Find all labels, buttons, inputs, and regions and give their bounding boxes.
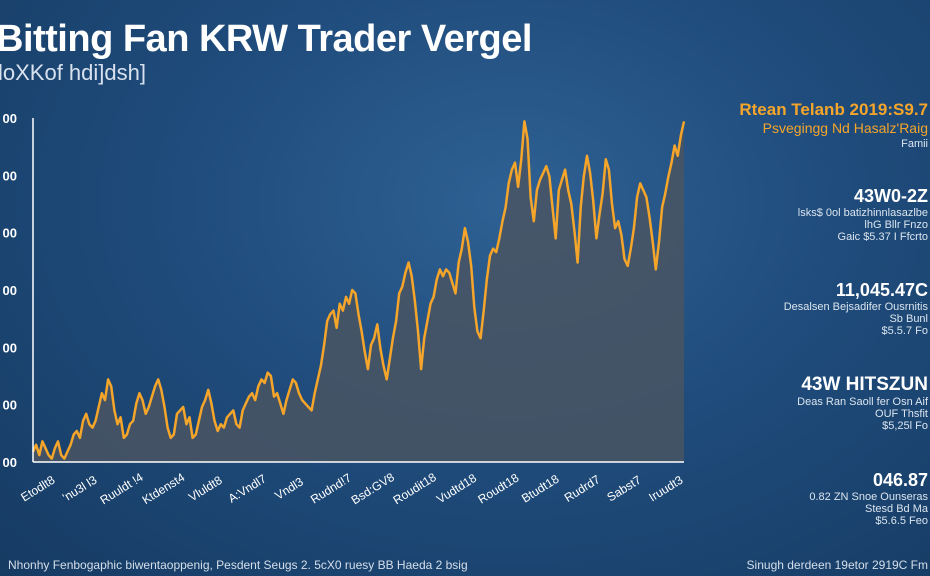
side-line: $5.5.7 Fo bbox=[881, 325, 928, 337]
x-tick-label: Btudt18 bbox=[519, 472, 562, 506]
x-tick-label: Iruudt3 bbox=[646, 473, 685, 505]
price-line bbox=[31, 120, 686, 460]
y-tick-label: 00 bbox=[3, 455, 17, 470]
x-tick-label: Etodlt8 bbox=[18, 473, 57, 505]
side-line: lsks$ 0ol batizhinnlasazlbe bbox=[797, 207, 928, 219]
side-line: 0.82 ZN Snoe Ounseras bbox=[809, 491, 928, 503]
x-tick-label: Rudnd!7 bbox=[308, 470, 354, 506]
side-line: $5.6.5 Feo bbox=[875, 515, 928, 527]
side-line: Stesd Bd Ma bbox=[865, 503, 928, 515]
x-tick-label: Vndl3 bbox=[272, 474, 306, 502]
x-tick-label: 'nu3l l3 bbox=[60, 473, 100, 505]
side-note: Famii bbox=[901, 138, 928, 150]
side-value: 43W HITSZUN bbox=[801, 374, 928, 395]
x-tick-label: Vudtd18 bbox=[434, 471, 479, 507]
footer-caption: Nhonhy Fenbogaphic biwentaoppenig, Pesde… bbox=[8, 558, 468, 572]
side-line: $5,25l Fo bbox=[882, 420, 928, 432]
side-line: Gaic $5.37 I Ffcrto bbox=[837, 231, 928, 243]
side-line: OUF Thsfit bbox=[875, 408, 928, 420]
side-value: 43W0-2Z bbox=[853, 186, 928, 206]
x-tick-label: Bsd:GV8 bbox=[349, 470, 397, 507]
side-heading: Rtean Telanb 2019:S9.7 bbox=[739, 100, 928, 119]
x-tick-label: A:Vndl7 bbox=[226, 471, 269, 505]
x-tick-label: Sabst7 bbox=[604, 473, 643, 505]
x-tick-label: Roudit18 bbox=[391, 470, 439, 508]
side-panel-block-4: 43W HITSZUN Deas Ran Saoll fer Osn Aif O… bbox=[797, 374, 928, 432]
side-line: Deas Ran Saoll fer Osn Aif bbox=[797, 396, 928, 408]
x-tick-label: Ktdenst4 bbox=[140, 470, 188, 507]
y-tick-label: 00 bbox=[3, 398, 17, 413]
y-tick-label: 00 bbox=[3, 168, 17, 183]
y-axis-ticks: 00 00 00 00 00 00 00 bbox=[3, 111, 17, 470]
price-area bbox=[33, 121, 684, 463]
side-subheading: Psvegingg Nd Hasalz'Raig bbox=[762, 120, 928, 136]
x-tick-label: Vluldt8 bbox=[186, 473, 225, 504]
x-tick-label: Roudt18 bbox=[475, 470, 521, 506]
side-line: Sb Bunl bbox=[889, 313, 928, 325]
y-tick-label: 00 bbox=[3, 226, 17, 241]
side-panel-block-1: Rtean Telanb 2019:S9.7 Psvegingg Nd Hasa… bbox=[739, 100, 928, 150]
side-panel-block-2: 43W0-2Z lsks$ 0ol batizhinnlasazlbe lhG … bbox=[798, 186, 928, 243]
x-tick-label: Ruuldt !4 bbox=[98, 470, 146, 507]
side-panel-block-3: 11,045.47C Desalsen Bejsadifer Ousrnitis… bbox=[784, 280, 928, 337]
chart-title: Bitting Fan KRW Trader Vergel bbox=[0, 18, 532, 60]
side-line: lhG Bllr Fnzo bbox=[864, 219, 928, 231]
side-value: 11,045.47C bbox=[835, 280, 928, 300]
chart-subtitle: loXKof hdi]dsh] bbox=[0, 60, 146, 85]
x-tick-label: Rudrd7 bbox=[562, 472, 603, 505]
footer-source: Sinugh derdeen 19etor 2919C Fm bbox=[746, 558, 928, 572]
side-line: Desalsen Bejsadifer Ousrnitis bbox=[783, 301, 928, 313]
side-panel-block-5: 046.87 0.82 ZN Snoe Ounseras Stesd Bd Ma… bbox=[809, 470, 928, 527]
side-value: 046.87 bbox=[872, 470, 928, 490]
y-tick-label: 00 bbox=[3, 111, 17, 126]
y-tick-label: 00 bbox=[3, 283, 17, 298]
y-tick-label: 00 bbox=[3, 340, 17, 355]
